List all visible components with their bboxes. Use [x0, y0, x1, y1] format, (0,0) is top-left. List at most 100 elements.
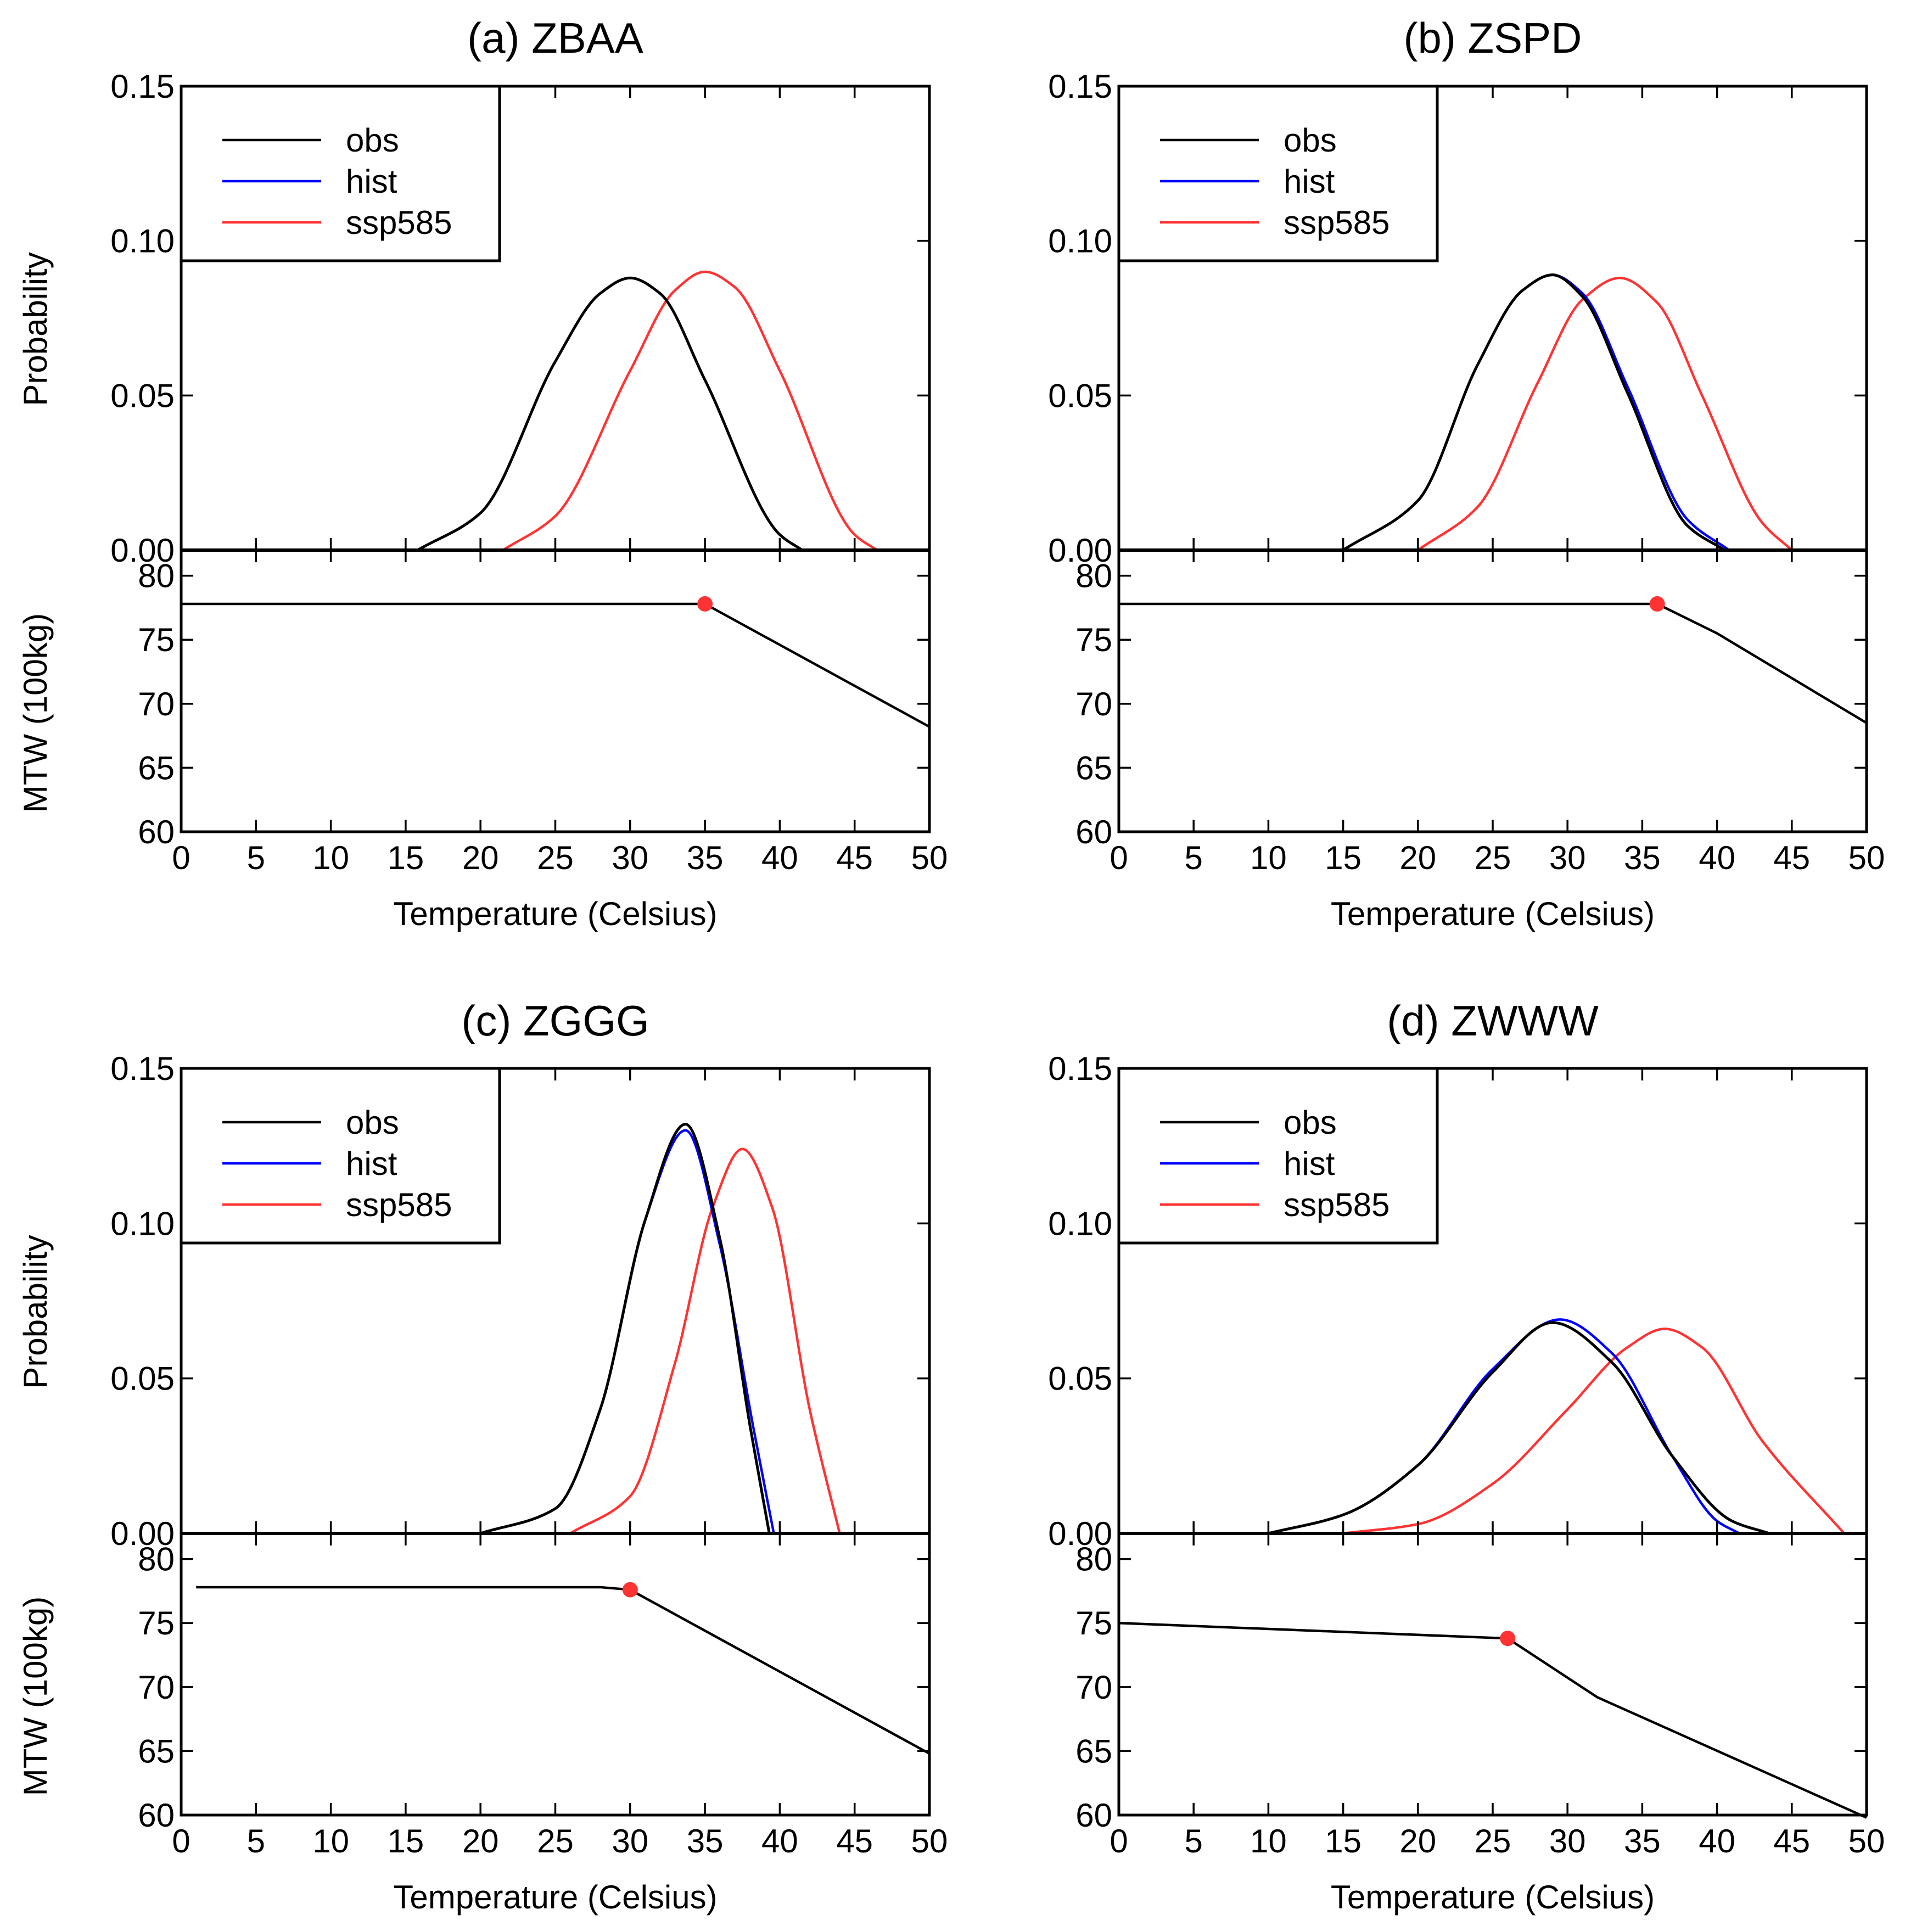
x-tick-label: 0	[1110, 839, 1128, 876]
legend-label-obs: obs	[1284, 1104, 1337, 1141]
chart-title: (b) ZSPD	[1403, 14, 1582, 62]
y-tick-label: 0.05	[110, 1360, 175, 1397]
series-line-hist	[1342, 273, 1730, 551]
x-tick-label: 20	[462, 839, 499, 876]
x-tick-label: 15	[1325, 1823, 1361, 1860]
legend-label-obs: obs	[1284, 122, 1337, 159]
legend: obs hist ssp585	[1117, 1067, 1439, 1245]
legend-label-ssp585: ssp585	[1284, 1186, 1389, 1223]
x-tick-label: 35	[687, 1823, 724, 1860]
y-tick-label: 60	[1075, 1797, 1112, 1834]
y-tick-label: 0.10	[1048, 223, 1112, 260]
chart-title: (d) ZWWW	[1387, 996, 1599, 1045]
y-tick-label: 0.15	[1048, 68, 1112, 105]
x-tick-label: 10	[1250, 839, 1287, 876]
y-tick-label: 75	[138, 621, 175, 658]
chart-title: (c) ZGGG	[461, 996, 649, 1045]
y-tick-label: 0.10	[110, 223, 175, 260]
x-tick-label: 15	[1325, 839, 1361, 876]
x-tick-label: 50	[1848, 1823, 1885, 1860]
legend-box	[180, 1067, 501, 1245]
y-tick-label: 80	[138, 558, 175, 595]
probability-panel: 0.00 0.05 0.10 0.15 Probability obs hist ssp585	[17, 1050, 931, 1552]
y-tick-label: 0.15	[110, 1050, 175, 1087]
x-tick-label: 35	[1624, 1823, 1661, 1860]
y-tick-label: 80	[1075, 558, 1112, 595]
x-tick-label: 40	[761, 1823, 798, 1860]
series-line-obs	[1268, 1321, 1770, 1535]
x-tick-label: 0	[172, 1823, 190, 1860]
y-tick-label: 70	[1075, 686, 1112, 723]
mtw-threshold-marker	[1500, 1631, 1516, 1647]
x-tick-label: 20	[1399, 1823, 1436, 1860]
y-tick-label: 0.15	[1048, 1050, 1112, 1087]
x-axis-label: Temperature (Celsius)	[1331, 895, 1655, 932]
x-tick-label: 50	[1848, 839, 1885, 876]
series-line-ssp585	[502, 270, 878, 551]
y-tick-label: 75	[1075, 621, 1112, 658]
x-tick-label: 40	[1699, 1823, 1735, 1860]
x-tick-label: 20	[1399, 839, 1436, 876]
y-tick-label: 0.05	[1048, 1360, 1112, 1397]
y-tick-label: 80	[1075, 1541, 1112, 1578]
series-line-ssp585	[569, 1147, 841, 1535]
x-tick-label: 0	[172, 839, 190, 876]
y-tick-label: 0.00	[110, 1515, 175, 1552]
series-line-ssp585	[1417, 277, 1793, 551]
x-tick-label: 50	[911, 839, 948, 876]
y-tick-label: 65	[138, 749, 175, 786]
x-axis-label: Temperature (Celsius)	[393, 1879, 717, 1916]
mtw-line	[1119, 602, 1868, 724]
probability-panel: 0.00 0.05 0.10 0.15 Probability obs hist ssp585	[17, 68, 931, 569]
series-line-ssp585	[1343, 1328, 1845, 1535]
y-tick-label: 75	[138, 1605, 175, 1642]
mtw-threshold-marker	[1649, 596, 1665, 612]
mtw-panel: 60 65 70 75 80 0 5 10 15 20 25 30 35 40 45 50	[1075, 1532, 1885, 1860]
x-tick-label: 0	[1110, 1823, 1128, 1860]
x-tick-label: 45	[836, 839, 873, 876]
y-tick-label: 60	[1075, 814, 1112, 850]
x-tick-label: 45	[1773, 839, 1810, 876]
series-line-obs	[417, 276, 803, 552]
x-axis-label: Temperature (Celsius)	[393, 895, 717, 932]
mtw-panel: 60 65 70 75 80 0 5 10 15 20 25 30 35 40 45 50 MTW (100kg…	[17, 1532, 948, 1860]
legend-label-hist: hist	[1284, 163, 1335, 200]
x-tick-label: 5	[1185, 839, 1203, 876]
mtw-threshold-marker	[622, 1582, 638, 1598]
y-tick-label: 0.00	[1048, 532, 1112, 569]
y-tick-label: 0.05	[110, 377, 175, 414]
mtw-threshold-marker	[697, 596, 713, 612]
mtw-panel: 60 65 70 75 80 0 5 10 15 20 25 30 35 40 45 50	[1075, 548, 1885, 876]
x-tick-label: 15	[388, 839, 424, 876]
legend-label-ssp585: ssp585	[346, 204, 452, 241]
y-tick-label: 80	[138, 1541, 175, 1578]
x-tick-label: 30	[612, 839, 648, 876]
x-tick-label: 10	[312, 839, 349, 876]
chart-panel-3: (c) ZGGG 0.00 0.05 0.10 0.15 Probability obs hi…	[17, 996, 948, 1916]
legend-label-ssp585: ssp585	[346, 1186, 452, 1223]
y-axis-label-probability: Probability	[17, 1235, 54, 1388]
x-tick-label: 5	[247, 839, 265, 876]
mtw-frame	[180, 548, 931, 833]
probability-panel: 0.00 0.05 0.10 0.15 obs hist ssp585	[1048, 1050, 1868, 1552]
legend: obs hist ssp585	[180, 1067, 501, 1245]
legend-box	[1117, 85, 1439, 262]
legend-label-obs: obs	[346, 122, 399, 159]
mtw-frame	[1117, 1532, 1868, 1817]
x-tick-label: 25	[537, 839, 574, 876]
y-tick-label: 0.10	[1048, 1205, 1112, 1242]
legend-label-obs: obs	[346, 1104, 399, 1141]
mtw-line	[181, 602, 931, 728]
x-tick-label: 15	[388, 1823, 424, 1860]
x-tick-label: 5	[1185, 1823, 1203, 1860]
y-axis-label-mtw: MTW (100kg)	[17, 1597, 54, 1796]
y-tick-label: 65	[138, 1733, 175, 1769]
mtw-frame	[180, 1532, 931, 1817]
series-line-hist	[480, 1129, 775, 1535]
x-tick-label: 20	[462, 1823, 499, 1860]
legend-label-hist: hist	[1284, 1145, 1335, 1182]
mtw-line	[1118, 1621, 1867, 1819]
chart-panel-2: (b) ZSPD0.000.050.100.15obshistssp585606…	[1048, 14, 1885, 932]
legend-box	[1117, 1067, 1439, 1245]
